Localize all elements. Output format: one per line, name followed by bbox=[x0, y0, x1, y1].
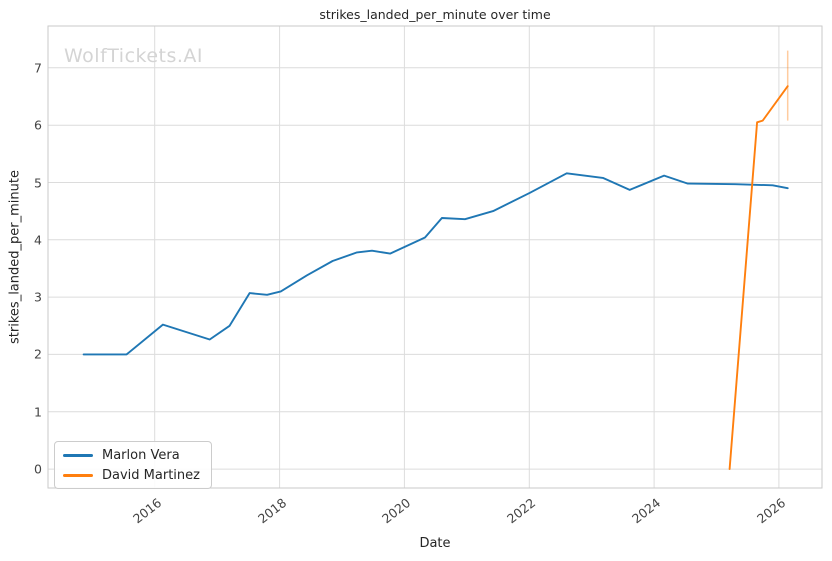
y-tick-label: 0 bbox=[34, 461, 42, 477]
y-tick-label: 3 bbox=[34, 289, 42, 305]
y-tick-label: 2 bbox=[34, 346, 42, 362]
legend-label: David Martinez bbox=[102, 467, 200, 483]
y-axis-label: strikes_landed_per_minute bbox=[7, 170, 23, 344]
y-tick-label: 6 bbox=[34, 117, 42, 133]
legend-line-swatch bbox=[63, 453, 93, 457]
legend-line-swatch bbox=[63, 473, 93, 477]
y-tick-label: 1 bbox=[34, 404, 42, 420]
y-tick-label: 7 bbox=[34, 60, 42, 76]
x-axis-label: Date bbox=[419, 536, 451, 551]
legend-item-david-martinez: David Martinez bbox=[63, 467, 200, 483]
watermark: WolfTickets.AI bbox=[64, 45, 204, 67]
y-tick-label: 4 bbox=[34, 232, 42, 248]
y-tick-label: 5 bbox=[34, 175, 42, 190]
legend-label: Marlon Vera bbox=[102, 447, 180, 463]
chart-title: strikes_landed_per_minute over time bbox=[319, 7, 551, 22]
legend: Marlon Vera David Martinez bbox=[54, 441, 212, 489]
legend-item-marlon-vera: Marlon Vera bbox=[63, 447, 200, 463]
